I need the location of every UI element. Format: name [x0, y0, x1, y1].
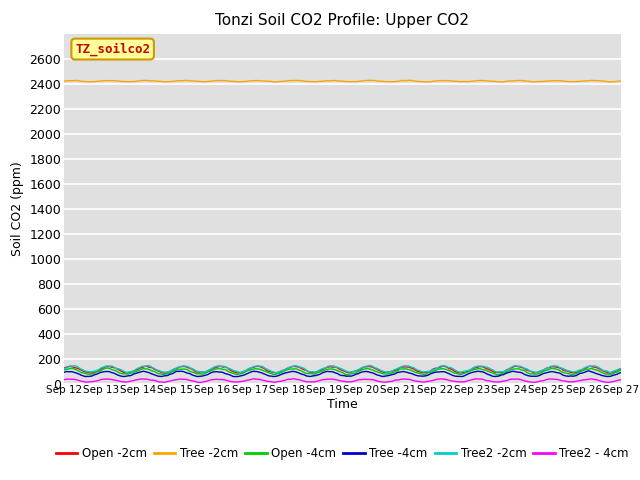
Tree -2cm [60, 78, 68, 84]
Open -4cm [60, 367, 68, 372]
Line: Tree -2cm: Tree -2cm [64, 80, 621, 82]
Tree2 - 4cm [428, 378, 436, 384]
Open -2cm [410, 366, 418, 372]
Open -4cm [428, 369, 436, 375]
Tree2 -2cm [70, 363, 78, 369]
Tree2 -2cm [214, 363, 221, 369]
Tree -2cm [127, 79, 135, 84]
Open -4cm [344, 372, 351, 377]
Open -2cm [60, 365, 68, 371]
Tree -4cm [185, 371, 193, 376]
Open -2cm [127, 369, 135, 375]
Open -2cm [70, 364, 78, 370]
Text: TZ_soilco2: TZ_soilco2 [75, 42, 150, 56]
Tree2 - 4cm [70, 376, 78, 382]
Open -4cm [412, 370, 419, 375]
Tree -2cm [406, 77, 413, 83]
Tree -2cm [428, 79, 436, 84]
Open -2cm [617, 366, 625, 372]
Tree2 -2cm [60, 366, 68, 372]
Line: Tree2 - 4cm: Tree2 - 4cm [64, 379, 621, 383]
Line: Tree2 -2cm: Tree2 -2cm [64, 365, 621, 373]
Open -2cm [426, 369, 434, 374]
Open -4cm [185, 368, 193, 373]
Tree -2cm [214, 78, 221, 84]
Tree -4cm [411, 372, 419, 378]
Tree2 - 4cm [127, 378, 135, 384]
Legend: Open -2cm, Tree -2cm, Open -4cm, Tree -4cm, Tree2 -2cm, Tree2 - 4cm: Open -2cm, Tree -2cm, Open -4cm, Tree -4… [51, 443, 634, 465]
X-axis label: Time: Time [327, 398, 358, 411]
Tree -4cm [60, 370, 68, 375]
Tree -2cm [184, 78, 192, 84]
Open -4cm [617, 367, 625, 373]
Tree2 - 4cm [617, 377, 625, 383]
Open -2cm [605, 371, 613, 376]
Line: Tree -4cm: Tree -4cm [64, 371, 621, 377]
Tree2 -2cm [412, 366, 419, 372]
Open -4cm [104, 365, 111, 371]
Tree -2cm [617, 78, 625, 84]
Open -2cm [440, 363, 447, 369]
Line: Open -2cm: Open -2cm [64, 366, 621, 373]
Tree -4cm [428, 371, 435, 376]
Tree -2cm [70, 78, 78, 84]
Tree2 -2cm [617, 366, 625, 372]
Y-axis label: Soil CO2 (ppm): Soil CO2 (ppm) [11, 161, 24, 256]
Tree -4cm [214, 369, 222, 375]
Tree2 - 4cm [196, 380, 204, 385]
Tree -2cm [412, 78, 419, 84]
Open -2cm [214, 364, 221, 370]
Open -4cm [214, 366, 222, 372]
Tree2 - 4cm [214, 376, 222, 382]
Tree2 - 4cm [412, 378, 419, 384]
Tree2 - 4cm [184, 377, 192, 383]
Title: Tonzi Soil CO2 Profile: Upper CO2: Tonzi Soil CO2 Profile: Upper CO2 [216, 13, 469, 28]
Open -4cm [128, 370, 136, 375]
Tree -4cm [585, 368, 593, 374]
Tree -4cm [617, 370, 625, 375]
Tree -4cm [70, 369, 78, 375]
Tree2 -2cm [428, 368, 436, 373]
Open -2cm [184, 365, 192, 371]
Tree -4cm [128, 372, 136, 378]
Tree2 -2cm [273, 370, 280, 376]
Tree2 -2cm [127, 369, 135, 374]
Open -4cm [70, 366, 78, 372]
Tree2 -2cm [184, 364, 192, 370]
Line: Open -4cm: Open -4cm [64, 368, 621, 374]
Tree -4cm [82, 374, 90, 380]
Tree2 -2cm [365, 362, 373, 368]
Tree2 - 4cm [60, 377, 68, 383]
Tree -2cm [271, 79, 279, 85]
Tree2 - 4cm [290, 376, 298, 382]
